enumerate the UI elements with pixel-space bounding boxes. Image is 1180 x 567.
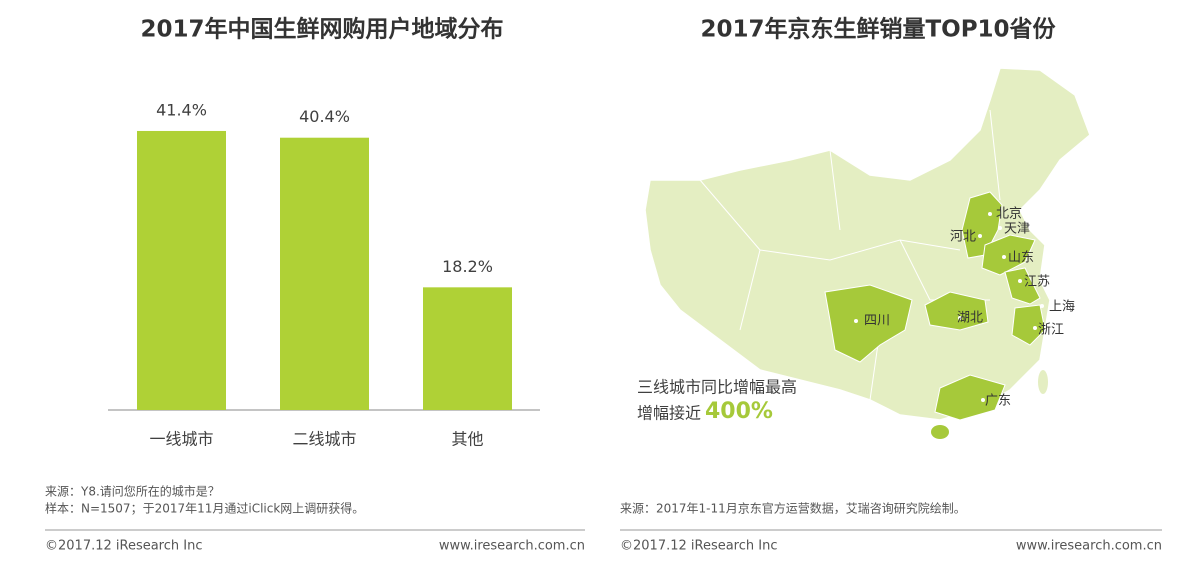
value-label: 40.4%	[299, 107, 350, 126]
province-label: 浙江	[1038, 323, 1064, 338]
province-dot	[998, 226, 1002, 230]
shandong	[981, 234, 1036, 276]
province-label: 四川	[864, 314, 890, 329]
jiangsu	[1004, 267, 1041, 305]
taiwan	[1038, 370, 1048, 394]
copyright: ©2017.12 iResearch Inc	[45, 539, 203, 554]
province-label: 上海	[1049, 300, 1075, 315]
province-dot	[1018, 279, 1022, 283]
x-tick-label: 二线城市	[292, 430, 356, 449]
value-label: 18.2%	[442, 257, 493, 276]
province-dot	[1002, 255, 1006, 259]
province-label: 湖北	[957, 311, 983, 326]
province-dot	[981, 398, 985, 402]
bar	[280, 137, 369, 411]
highlighted-provinces	[824, 191, 1046, 421]
x-tick-label: 一线城市	[149, 430, 213, 449]
annotation: 三线城市同比增幅最高	[637, 378, 797, 397]
province-dot	[988, 212, 992, 216]
x-tick-label: 其他	[451, 430, 483, 449]
source: 样本：N=1507；于2017年11月通过iClick网上调研获得。	[45, 501, 364, 516]
value-label: 41.4%	[156, 100, 207, 119]
sichuan	[824, 284, 913, 363]
province-dot	[1033, 326, 1037, 330]
chart-title: 2017年中国生鲜网购用户地域分布	[140, 16, 503, 43]
province-dot	[958, 316, 962, 320]
bar	[423, 287, 512, 410]
hainan	[931, 425, 949, 439]
website: www.iresearch.com.cn	[1016, 539, 1162, 554]
province-label: 山东	[1008, 251, 1034, 266]
annotation-highlight: 400%	[705, 399, 773, 424]
annotation: 增幅接近	[637, 404, 701, 423]
guangdong	[934, 374, 1006, 421]
province-label: 河北	[950, 230, 976, 245]
bar	[137, 130, 226, 411]
province-label: 江苏	[1024, 274, 1050, 290]
source: 来源：Y8.请问您所在的城市是？	[45, 484, 220, 499]
borders	[699, 109, 1001, 401]
website: www.iresearch.com.cn	[439, 539, 585, 554]
hubei	[924, 291, 989, 331]
province-label: 广东	[985, 394, 1011, 409]
province-dot	[1040, 304, 1044, 308]
copyright: ©2017.12 iResearch Inc	[620, 539, 778, 554]
map	[644, 67, 1091, 439]
map-title: 2017年京东生鲜销量TOP10省份	[700, 16, 1056, 43]
zhejiang	[1011, 304, 1046, 346]
province-dot	[854, 319, 858, 323]
province-label: 北京	[996, 207, 1022, 222]
province-dot	[978, 234, 982, 238]
source: 来源：2017年1-11月京东官方运营数据，艾瑞咨询研究院绘制。	[620, 501, 966, 516]
province-label: 天津	[1004, 222, 1030, 237]
